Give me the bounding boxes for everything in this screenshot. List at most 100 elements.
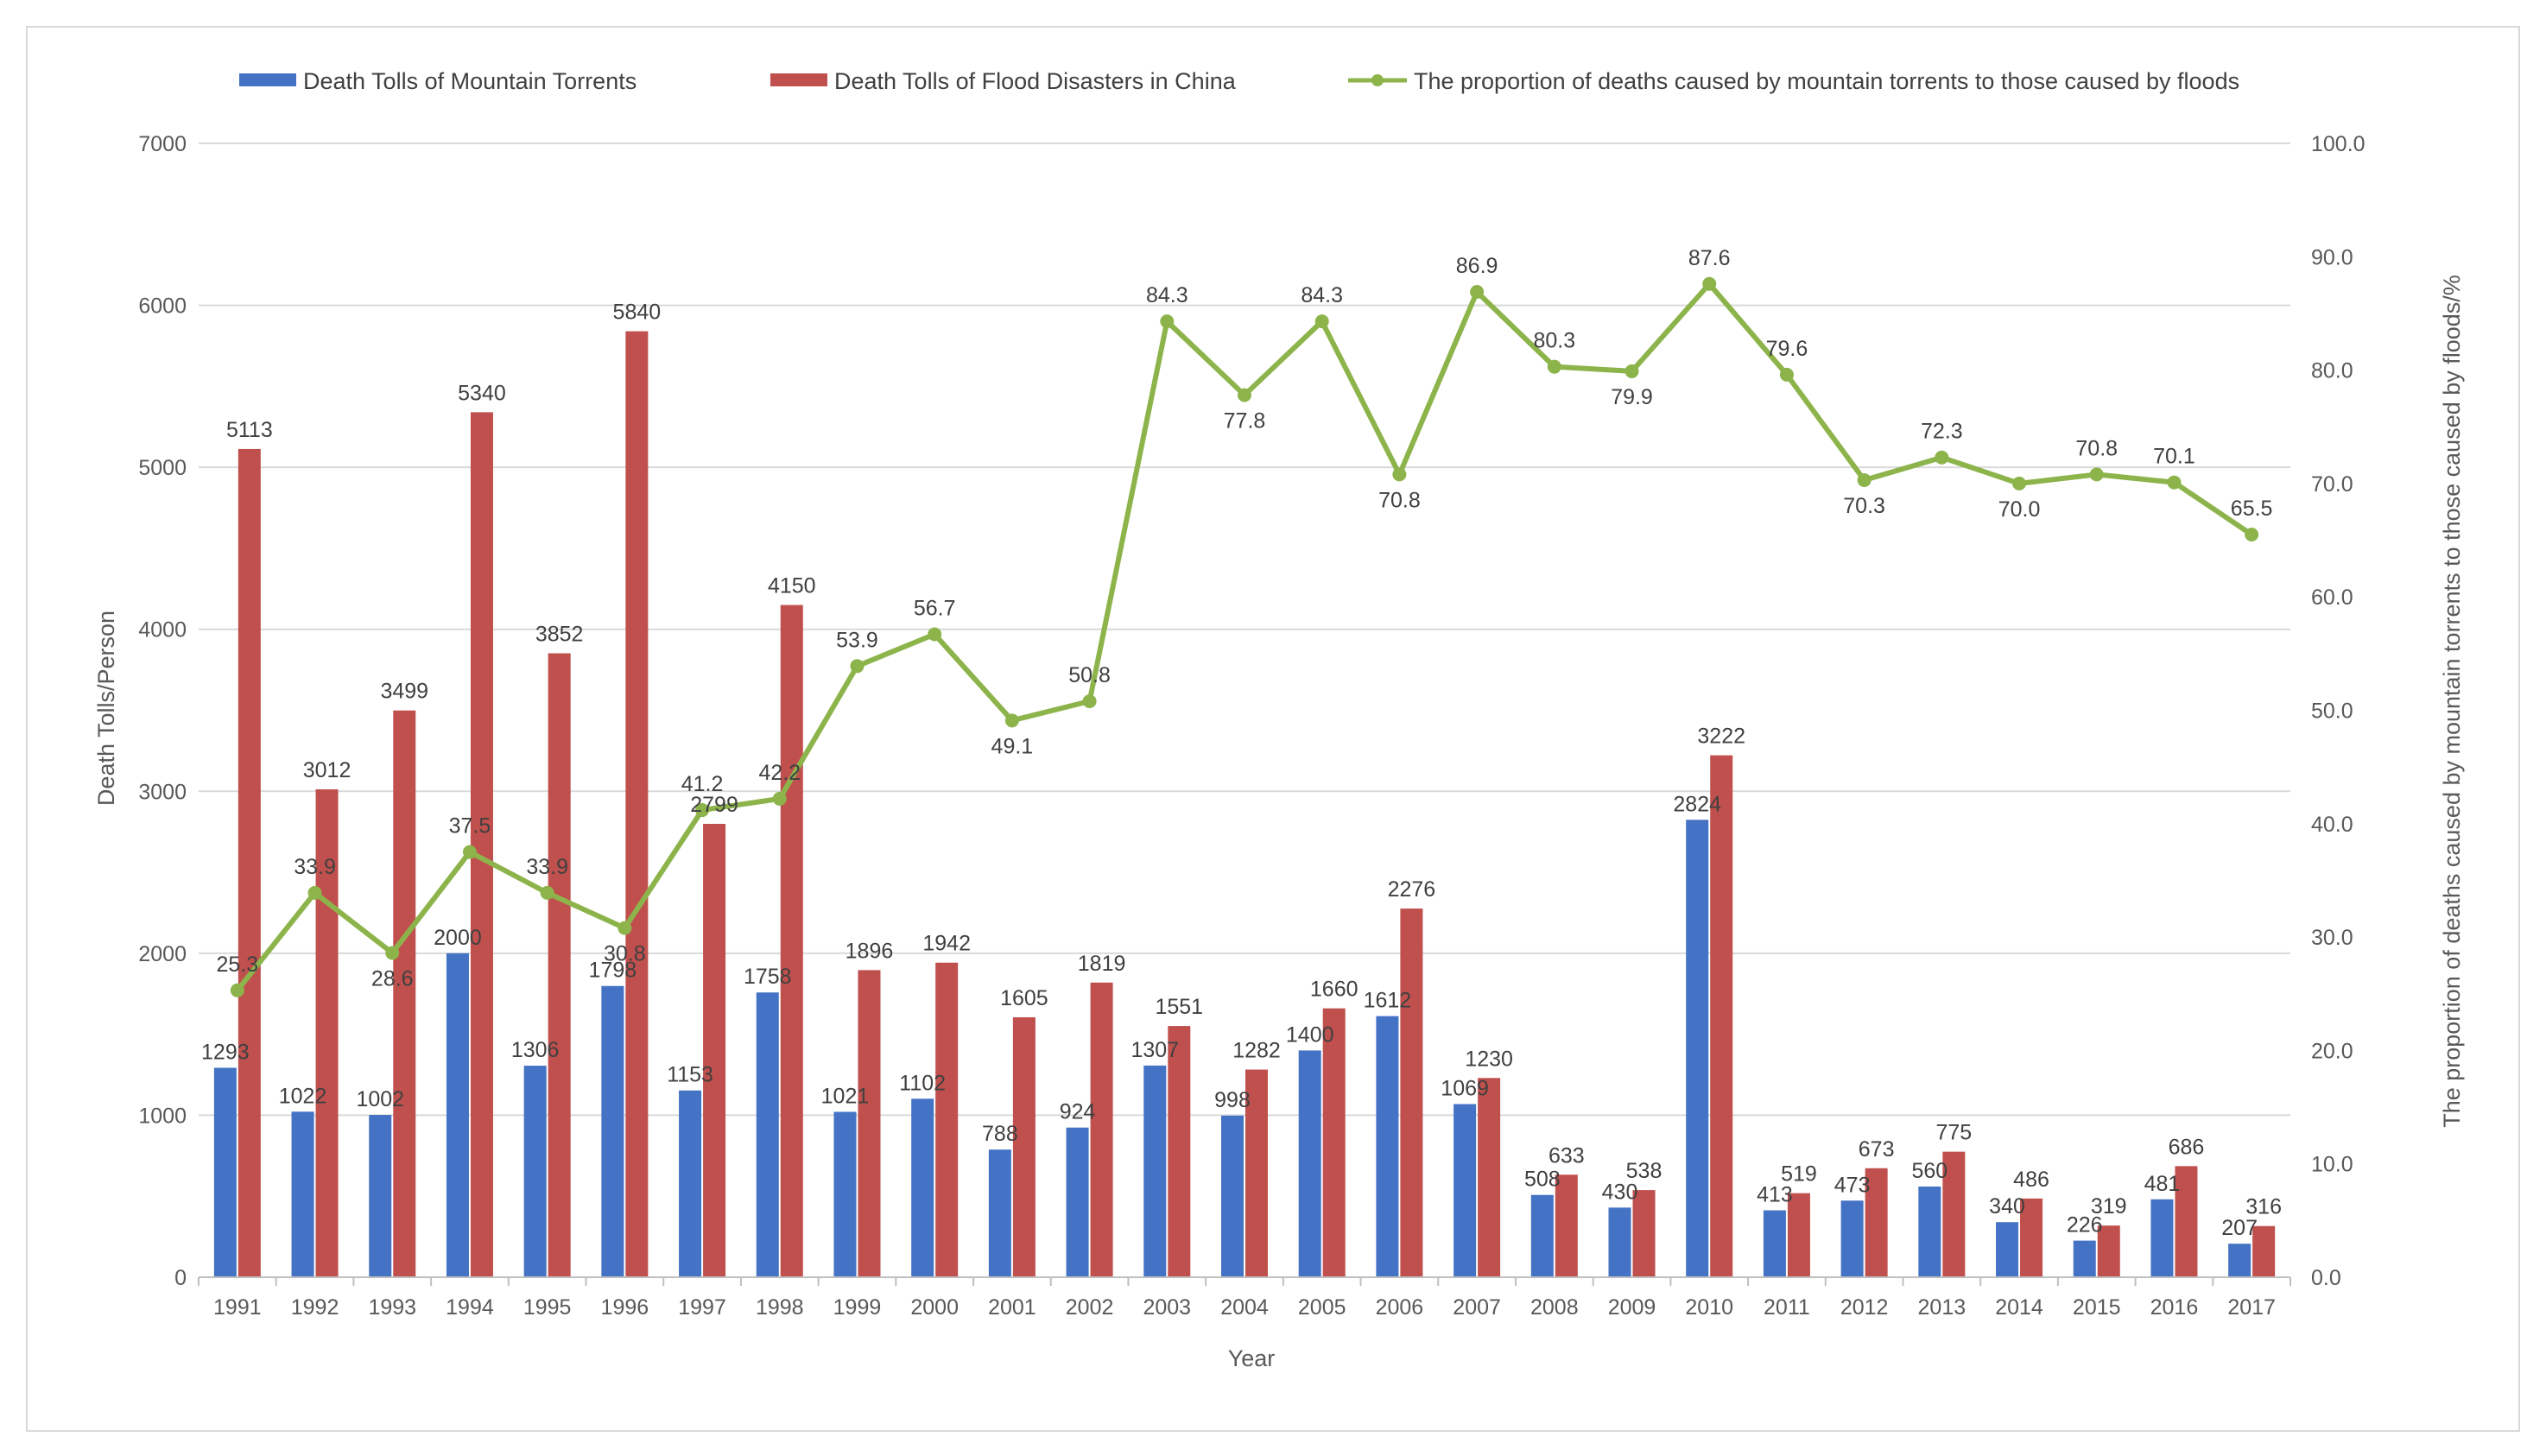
y2-axis-title: The proportion of deaths caused by mount…	[2439, 275, 2465, 1128]
data-label-proportion: 84.3	[1301, 283, 1343, 307]
data-label-flood-disasters: 538	[1626, 1159, 1662, 1183]
bar-flood-disasters	[2252, 1225, 2276, 1277]
bar-flood-disasters	[2175, 1166, 2198, 1277]
data-label-flood-disasters: 686	[2169, 1135, 2205, 1159]
data-label-flood-disasters: 2276	[1388, 877, 1436, 902]
data-label-mountain-torrents: 1069	[1441, 1076, 1489, 1100]
bar-mountain-torrents	[1221, 1115, 1244, 1277]
bar-flood-disasters	[1710, 755, 1733, 1277]
x-tick-label: 2001	[988, 1295, 1036, 1320]
line-marker-proportion	[1779, 367, 1794, 382]
bar-mountain-torrents	[291, 1111, 314, 1277]
line-marker-proportion	[1238, 388, 1251, 402]
line-marker-proportion	[540, 885, 554, 900]
bar-mountain-torrents	[446, 953, 469, 1277]
data-label-flood-disasters: 3852	[535, 622, 584, 646]
bar-mountain-torrents	[833, 1111, 857, 1277]
axes-layer: 0 1000 2000 3000 4000 5000 6000 7000 0.0 10.0 20.0…	[138, 132, 2365, 1320]
data-label-mountain-torrents: 924	[1060, 1100, 1096, 1124]
line-marker-proportion	[1004, 713, 1019, 728]
line-marker-proportion	[230, 983, 244, 997]
line-marker-proportion	[2089, 467, 2104, 482]
y-tick-label: 6000	[138, 294, 187, 319]
data-label-mountain-torrents: 413	[1757, 1183, 1793, 1207]
bar-mountain-torrents	[1686, 820, 1709, 1277]
y2-tick-label: 80.0	[2311, 359, 2353, 383]
data-label-flood-disasters: 5840	[613, 301, 662, 325]
data-label-mountain-torrents: 2000	[434, 926, 482, 950]
bar-mountain-torrents	[1066, 1127, 1089, 1277]
data-label-proportion: 79.6	[1766, 337, 1808, 361]
data-label-mountain-torrents: 2824	[1673, 792, 1721, 816]
data-label-mountain-torrents: 1102	[899, 1071, 946, 1095]
line-marker-proportion	[1082, 693, 1097, 708]
legend-item-flood-disasters: Death Tolls of Flood Disasters in China	[770, 68, 1237, 94]
x-tick-label: 2004	[1220, 1295, 1269, 1320]
x-tick-label: 2014	[1995, 1295, 2043, 1320]
x-tick-label: 1997	[678, 1295, 726, 1320]
x-tick-label: 2012	[1840, 1295, 1889, 1320]
y-tick-label: 5000	[138, 456, 187, 480]
legend: Death Tolls of Mountain Torrents Death T…	[239, 68, 2239, 94]
y-tick-label: 3000	[138, 780, 187, 804]
bar-flood-disasters	[625, 331, 649, 1277]
bar-mountain-torrents	[523, 1066, 547, 1277]
bar-flood-disasters	[1090, 982, 1113, 1277]
bar-flood-disasters	[1942, 1151, 1966, 1277]
data-label-mountain-torrents: 508	[1524, 1168, 1561, 1192]
y2-tick-label: 100.0	[2311, 132, 2366, 156]
line-marker-proportion	[1160, 314, 1175, 329]
line-marker-proportion	[1935, 450, 1949, 465]
data-label-mountain-torrents: 1758	[744, 965, 792, 989]
data-label-proportion: 28.6	[371, 966, 414, 991]
data-label-flood-disasters: 1896	[846, 939, 894, 963]
data-label-mountain-torrents: 560	[1911, 1159, 1948, 1183]
x-axis-title: Year	[1228, 1345, 1276, 1371]
data-label-proportion: 30.8	[604, 942, 646, 966]
bar-mountain-torrents	[1608, 1207, 1631, 1277]
bar-mountain-torrents	[1996, 1222, 2019, 1277]
bar-flood-disasters	[548, 653, 571, 1277]
data-label-flood-disasters: 1551	[1155, 995, 1203, 1019]
x-tick-label: 1991	[213, 1295, 262, 1320]
data-label-proportion: 56.7	[914, 597, 956, 621]
y2-tick-label: 90.0	[2311, 245, 2353, 269]
data-label-proportion: 33.9	[294, 855, 336, 879]
y2-tick-label: 50.0	[2311, 700, 2353, 724]
x-tick-label: 1994	[446, 1295, 494, 1320]
x-tick-label: 2006	[1376, 1295, 1424, 1320]
line-marker-proportion	[1702, 276, 1717, 291]
bar-flood-disasters	[2097, 1225, 2120, 1277]
y-tick-label: 7000	[138, 132, 187, 156]
bar-mountain-torrents	[911, 1098, 934, 1277]
data-label-mountain-torrents: 788	[982, 1122, 1018, 1146]
y-tick-label: 4000	[138, 618, 187, 643]
data-label-flood-disasters: 3499	[380, 680, 428, 704]
data-label-proportion: 77.8	[1224, 408, 1266, 433]
y2-tick-label: 20.0	[2311, 1039, 2353, 1063]
bar-mountain-torrents	[1840, 1200, 1864, 1277]
x-tick-label: 2015	[2073, 1295, 2121, 1320]
data-label-flood-disasters: 1605	[1000, 986, 1048, 1010]
data-label-proportion: 49.1	[991, 734, 1034, 758]
y-axis-title: Death Tolls/Person	[93, 611, 119, 806]
bar-flood-disasters	[1478, 1078, 1501, 1277]
bar-flood-disasters	[935, 962, 959, 1277]
x-tick-label: 2009	[1608, 1295, 1656, 1320]
legend-marker-proportion	[1371, 74, 1384, 86]
line-marker-proportion	[385, 946, 400, 960]
x-tick-label: 2003	[1143, 1295, 1191, 1320]
data-label-proportion: 70.0	[1998, 497, 2041, 522]
y2-tick-label: 10.0	[2311, 1153, 2353, 1177]
bar-flood-disasters	[238, 448, 261, 1277]
gridlines	[199, 142, 2290, 1117]
line-layer	[230, 276, 2259, 997]
y-tick-label: 1000	[138, 1104, 187, 1128]
data-label-mountain-torrents: 226	[2067, 1213, 2103, 1238]
data-label-flood-disasters: 3222	[1697, 725, 1745, 749]
data-label-mountain-torrents: 1798	[589, 959, 637, 983]
bar-mountain-torrents	[756, 992, 779, 1277]
data-label-mountain-torrents: 1153	[667, 1063, 713, 1087]
x-tick-label: 2010	[1685, 1295, 1733, 1320]
